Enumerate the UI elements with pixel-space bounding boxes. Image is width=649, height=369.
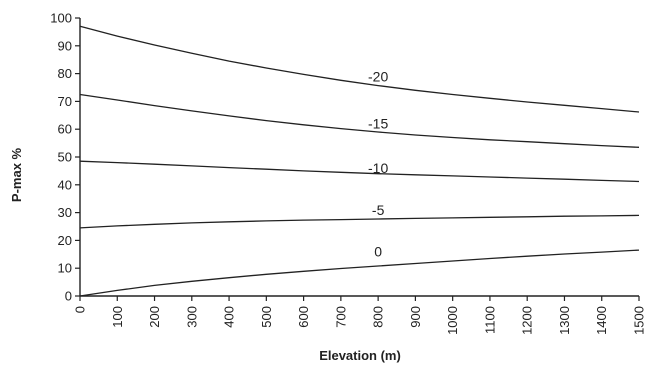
x-tick-label: 700 [333, 306, 348, 328]
y-tick-label: 80 [58, 66, 72, 81]
y-axis-ticks: 0 10 20 30 40 50 60 70 80 90 100 [50, 11, 80, 304]
x-tick-label: 1300 [557, 306, 572, 335]
series-label--5: -5 [372, 202, 385, 218]
x-tick-label: 1000 [445, 306, 460, 335]
curve-labels: -20 -15 -10 -5 0 [368, 68, 388, 259]
x-tick-label: 1500 [632, 306, 647, 335]
x-tick-label: 200 [147, 306, 162, 328]
series-label--10: -10 [368, 160, 388, 176]
x-tick-label: 300 [184, 306, 199, 328]
x-tick-label: 100 [110, 306, 125, 328]
x-tick-label: 1400 [594, 306, 609, 335]
series-line-0 [79, 249, 640, 297]
x-tick-label: 900 [408, 306, 423, 328]
series-line--5 [79, 214, 640, 229]
x-tick-label: 0 [73, 306, 88, 313]
y-tick-label: 70 [58, 94, 72, 109]
series-lines [79, 25, 640, 297]
y-tick-label: 40 [58, 177, 72, 192]
x-tick-label: 1200 [520, 306, 535, 335]
y-tick-label: 90 [58, 38, 72, 53]
y-tick-label: 0 [65, 289, 72, 304]
series-line--10 [79, 160, 640, 183]
x-axis-title: Elevation (m) [319, 348, 401, 363]
x-tick-label: 1100 [482, 306, 497, 334]
x-tick-label: 600 [296, 306, 311, 328]
x-axis-ticks: 0 100 200 300 400 500 600 700 800 900 1000 1100 1200… [73, 296, 647, 335]
y-tick-label: 20 [58, 233, 72, 248]
y-tick-label: 30 [58, 205, 72, 220]
series-label--20: -20 [368, 68, 388, 84]
x-tick-label: 500 [259, 306, 274, 328]
x-tick-label: 400 [222, 306, 237, 328]
series-line--20 [79, 25, 640, 113]
y-tick-label: 100 [50, 11, 72, 26]
y-tick-label: 60 [58, 122, 72, 137]
y-axis-title: P-max % [9, 147, 24, 202]
x-tick-label: 800 [371, 306, 386, 328]
series-label-0: 0 [374, 244, 382, 260]
y-tick-label: 50 [58, 150, 72, 165]
series-line--15 [79, 93, 640, 148]
series-label--15: -15 [368, 116, 388, 132]
y-tick-label: 10 [58, 261, 72, 276]
